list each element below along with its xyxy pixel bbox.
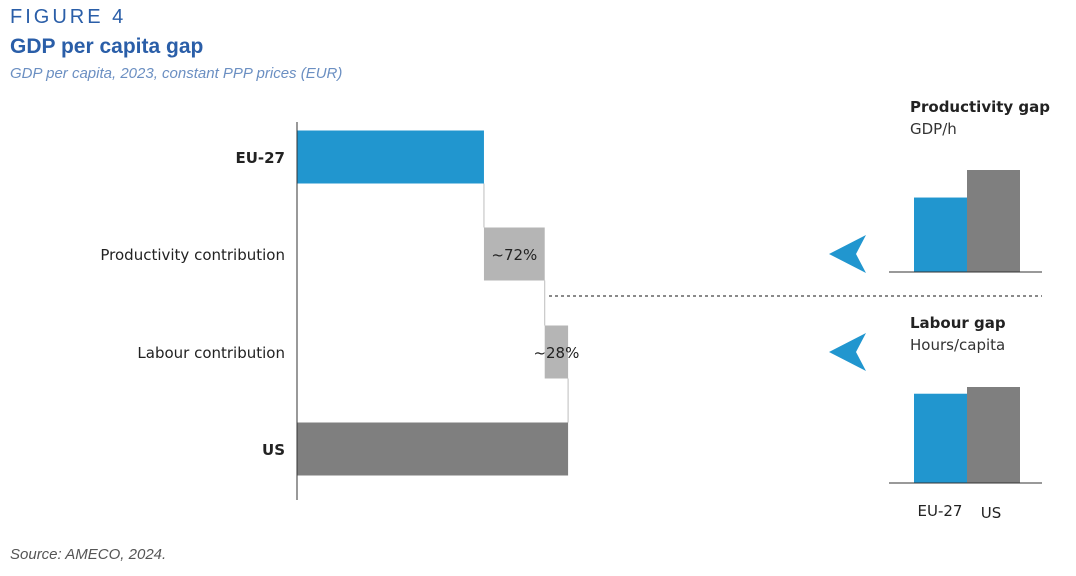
waterfall-category-label-3: US [262, 441, 285, 459]
chevron-left-icon-labour [829, 333, 866, 371]
productivity-gap-title: Productivity gap [910, 98, 1050, 116]
page-subtitle: GDP per capita, 2023, constant PPP price… [10, 65, 343, 82]
page-title: GDP per capita gap [10, 35, 204, 58]
waterfall-bar-label-2: ~28% [533, 344, 579, 362]
productivity-bar-eu-27 [914, 197, 967, 272]
waterfall-category-label-2: Labour contribution [137, 344, 285, 362]
waterfall-bar-label-1: ~72% [491, 246, 537, 264]
productivity-bar-us [967, 170, 1020, 272]
waterfall-bar-3 [297, 422, 569, 476]
waterfall-category-label-1: Productivity contribution [100, 246, 285, 264]
figure-label: FIGURE 4 [10, 6, 127, 28]
waterfall-category-label-0: EU-27 [235, 149, 285, 167]
labour-gap-subtitle: Hours/capita [910, 336, 1005, 354]
labour-bar-eu-27 [914, 393, 967, 483]
side-tick-label-0: EU-27 [918, 502, 963, 520]
labour-gap-title: Labour gap [910, 314, 1006, 332]
source-note: Source: AMECO, 2024. [10, 546, 167, 563]
waterfall-bar-1 [483, 227, 545, 281]
waterfall-bar-0 [297, 130, 484, 184]
chevron-left-icon-productivity [829, 235, 866, 273]
labour-bar-us [967, 387, 1020, 483]
waterfall-bar-2 [544, 325, 569, 379]
side-tick-label-1: US [981, 504, 1002, 522]
productivity-gap-subtitle: GDP/h [910, 120, 957, 138]
